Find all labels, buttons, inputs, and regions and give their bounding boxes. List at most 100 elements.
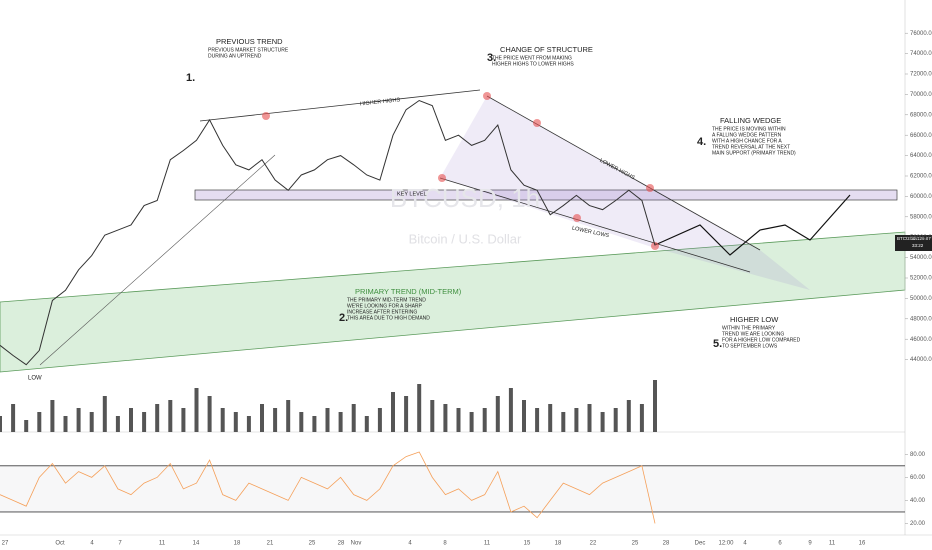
- volume-bar: [351, 404, 356, 432]
- watermark-name: Bitcoin / U.S. Dollar: [409, 231, 522, 246]
- countdown: 33:22: [912, 243, 924, 248]
- volume-bar: [482, 408, 487, 432]
- volume-bar: [508, 388, 513, 432]
- x-tick-label: Oct: [55, 541, 65, 547]
- y-tick-label: 62000.00: [910, 174, 932, 180]
- volume-bar: [639, 404, 644, 432]
- y-tick-label: 74000.00: [910, 51, 932, 57]
- volume-bar: [613, 408, 618, 432]
- annotation-text: TO SEPTEMBER LOWS: [722, 343, 778, 349]
- volume-bar: [50, 400, 55, 432]
- y-tick-label: 54000.00: [910, 255, 932, 261]
- annotation-number: 4.: [697, 136, 706, 148]
- y-tick-label: 50000.00: [910, 296, 932, 302]
- annotation-title: PREVIOUS TREND: [216, 37, 283, 46]
- annotation-text: A FALLING WEDGE PATTERN: [712, 132, 782, 138]
- volume-bar: [115, 416, 120, 432]
- y-tick-label: 46000.00: [910, 337, 932, 343]
- x-tick-label: 18: [234, 541, 241, 547]
- annotation-text: PREVIOUS MARKET STRUCTURE: [208, 47, 289, 53]
- volume-bar: [653, 380, 657, 432]
- volume-bar: [600, 412, 605, 432]
- y-tick-label: 44000.00: [910, 357, 932, 363]
- y-tick-label: 52000.00: [910, 276, 932, 282]
- higher-highs-line: [199, 89, 481, 122]
- volume-bar: [63, 416, 68, 432]
- x-tick-label: 15: [524, 541, 531, 547]
- volume-bar: [522, 400, 526, 432]
- key-level-label: KEY LEVEL: [397, 191, 427, 197]
- annotation-title: PRIMARY TREND (MID-TERM): [355, 287, 462, 296]
- osc-tick-label: 40.00: [910, 498, 926, 504]
- volume-bar: [194, 388, 199, 432]
- x-tick-label: 18: [555, 541, 562, 547]
- osc-tick-label: 60.00: [910, 475, 926, 481]
- volume-bar: [430, 400, 435, 432]
- volume-bar: [181, 408, 186, 432]
- volume-bar: [417, 384, 422, 432]
- x-tick-label: Dec: [695, 541, 706, 547]
- annotation-text: TREND REVERSAL AT THE NEXT: [712, 144, 790, 150]
- x-tick-label: 16: [859, 541, 866, 547]
- volume-bar: [260, 404, 264, 432]
- wedge-lower: [439, 177, 751, 273]
- x-tick-label: 11: [829, 541, 836, 547]
- pivot: [573, 214, 581, 222]
- annotation-title: FALLING WEDGE: [720, 116, 781, 125]
- annotation-text: THIS AREA DUE TO HIGH DEMAND: [347, 315, 430, 321]
- last-price: 54129.97: [912, 236, 931, 241]
- pivot: [483, 92, 491, 100]
- x-tick-label: 28: [663, 541, 670, 547]
- y-tick-label: 76000.00: [910, 31, 932, 37]
- x-tick-label: 6: [778, 541, 782, 547]
- low-label: LOW: [28, 376, 42, 382]
- y-tick-label: 58000.00: [910, 214, 932, 220]
- pivot: [651, 242, 659, 250]
- x-tick-label: 28: [338, 541, 345, 547]
- x-tick-label: 4: [743, 541, 747, 547]
- y-tick-label: 72000.00: [910, 72, 932, 78]
- volume-bar: [0, 416, 2, 432]
- key-level-band: [194, 189, 898, 201]
- annotation-number: 5.: [713, 338, 722, 350]
- x-tick-label: 25: [309, 541, 316, 547]
- annotation-text: THE PRICE WENT FROM MAKING: [492, 55, 572, 61]
- volume-bar: [626, 400, 631, 432]
- volume-bar: [377, 408, 382, 432]
- annotation-number: 2.: [339, 312, 348, 324]
- annotation-text: WITH A HIGH CHANCE FOR A: [712, 138, 782, 144]
- y-tick-label: 56000.00: [910, 235, 932, 241]
- higher-highs-label: HIGHER HIGHS: [360, 97, 401, 107]
- x-tick-label: 7: [118, 541, 122, 547]
- volume-bar: [102, 396, 107, 432]
- volume-bar: [469, 412, 474, 432]
- wedge-upper: [486, 95, 761, 251]
- last-price-box: [895, 235, 932, 251]
- volume-bar: [561, 412, 566, 432]
- volume-bar: [364, 416, 369, 432]
- volume-bar: [76, 408, 81, 432]
- x-tick-label: 11: [159, 541, 166, 547]
- pivot: [533, 119, 541, 127]
- y-tick-label: 68000.00: [910, 112, 932, 118]
- x-tick-label: 8: [443, 541, 447, 547]
- x-tick-label: 25: [632, 541, 639, 547]
- x-tick-label: 21: [267, 541, 274, 547]
- osc-band: [0, 465, 905, 512]
- trend-arrow: [39, 154, 276, 366]
- price-line: [0, 99, 656, 366]
- volume-bar: [207, 396, 212, 432]
- annotation-text: WITHIN THE PRIMARY: [722, 325, 776, 331]
- volume-bar: [142, 412, 147, 432]
- volume-bar: [325, 408, 330, 432]
- x-tick-label: 27: [2, 541, 9, 547]
- x-tick-label: 22: [590, 541, 597, 547]
- volume-bar: [495, 396, 500, 432]
- volume-bar: [587, 404, 592, 432]
- x-tick-label: 4: [408, 541, 412, 547]
- osc-tick-label: 80.00: [910, 452, 926, 458]
- y-tick-label: 64000.00: [910, 153, 932, 159]
- volume-bar: [233, 412, 238, 432]
- pivot: [262, 112, 270, 120]
- annotation-text: THE PRIMARY MID-TERM TREND: [347, 297, 426, 303]
